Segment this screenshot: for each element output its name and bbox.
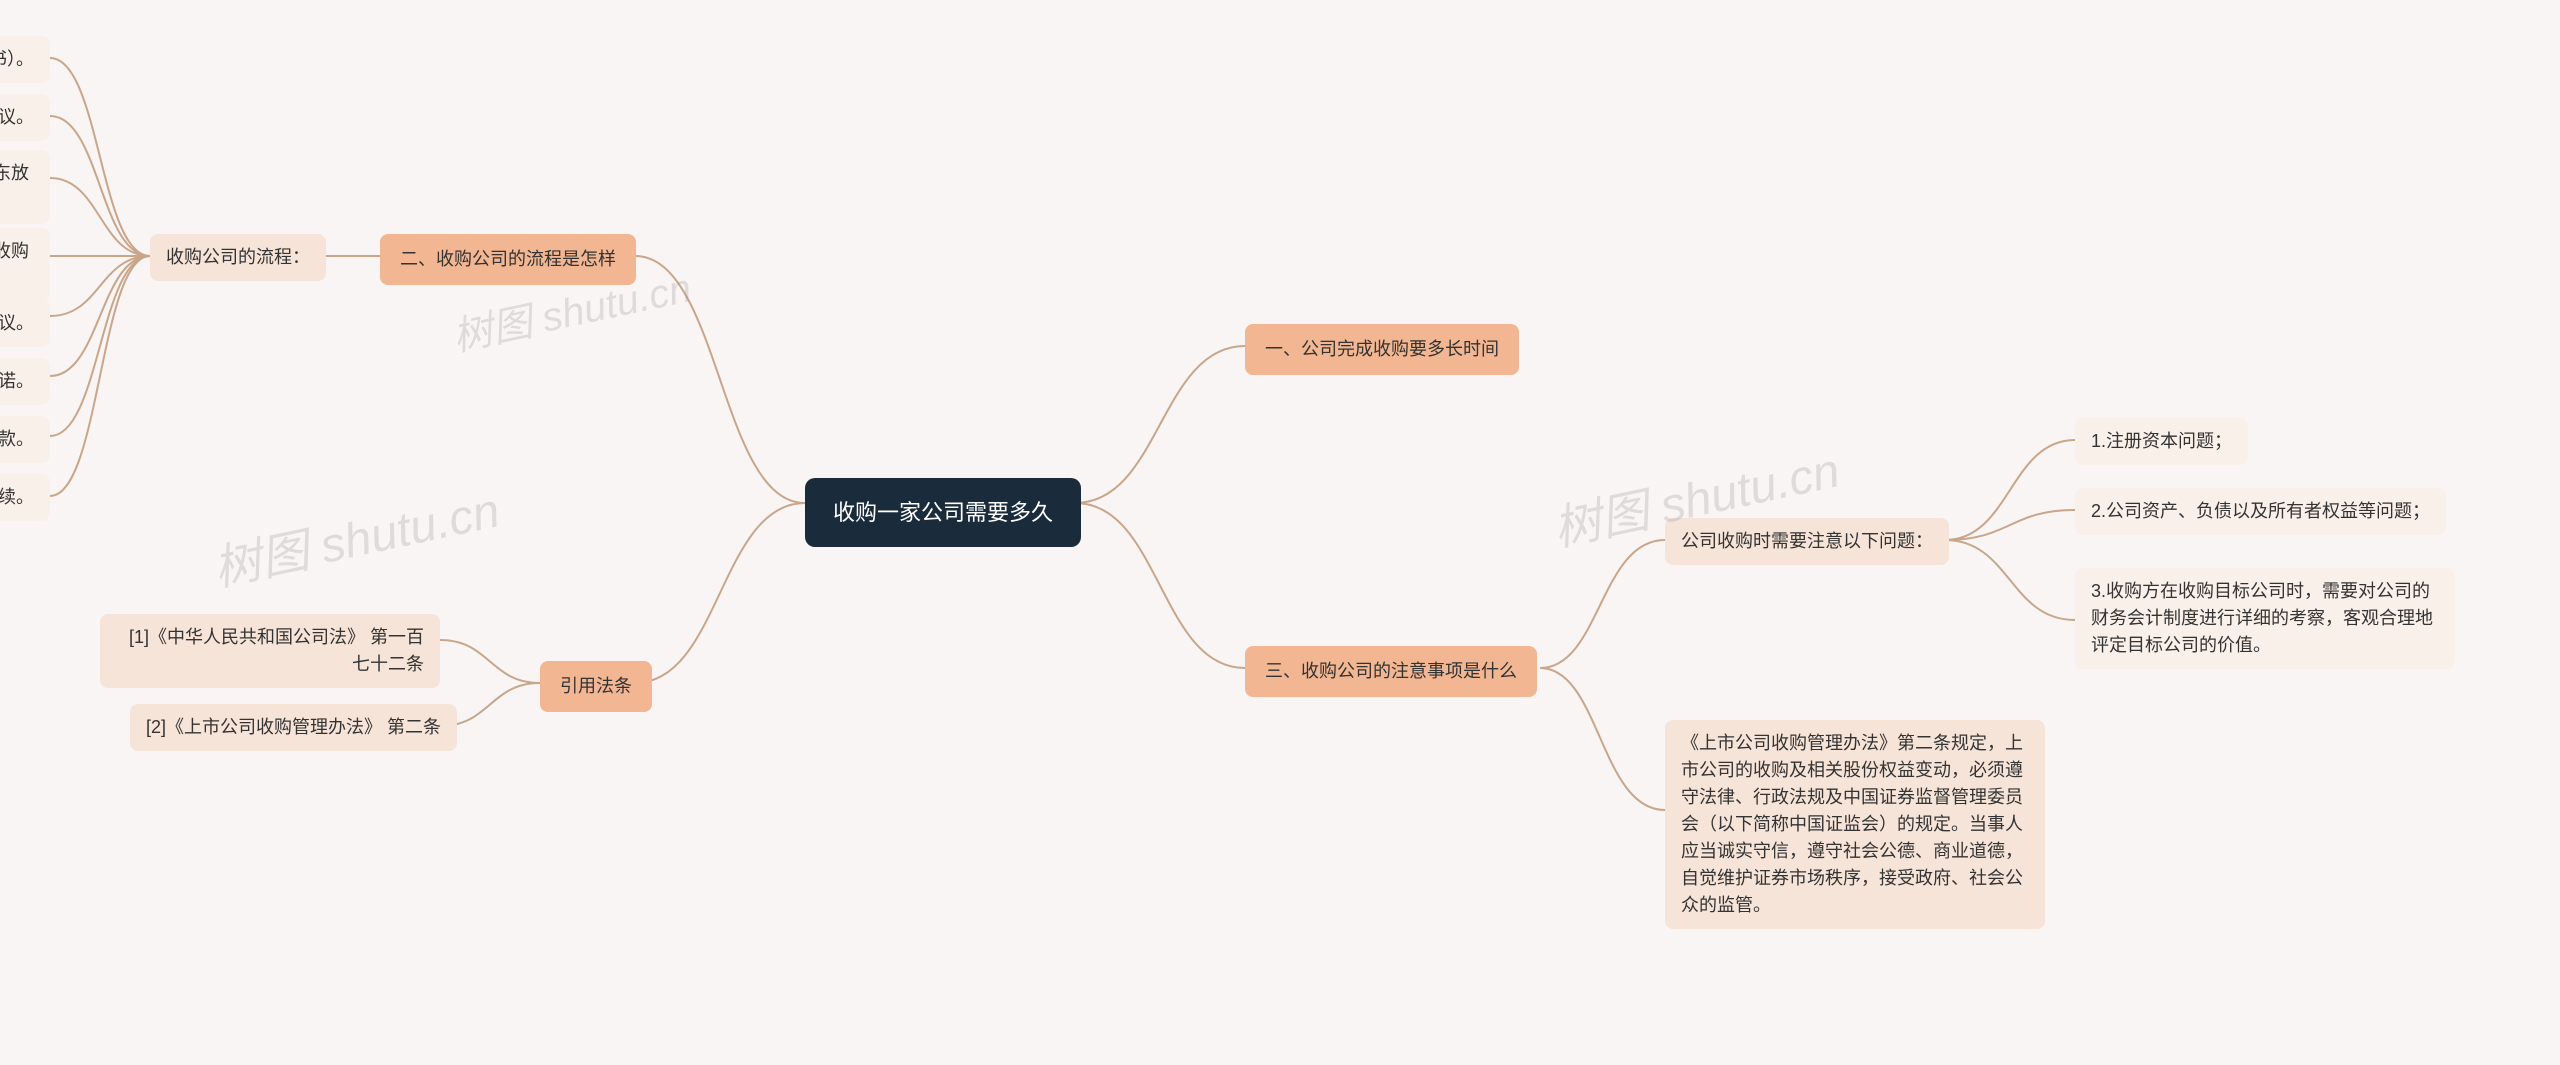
- step-7[interactable]: 7.保密条款。: [0, 416, 50, 463]
- branch-3-item-2[interactable]: 2.公司资产、负债以及所有者权益等问题；: [2075, 488, 2446, 535]
- cite-item-2[interactable]: [2]《上市公司收购管理办法》 第二条: [130, 704, 457, 751]
- step-4[interactable]: 4.对目标公司进行尽职调查，明确收购对象的基本情况。: [0, 228, 50, 302]
- branch-2-sub[interactable]: 收购公司的流程：: [150, 234, 326, 281]
- branch-3-sub[interactable]: 公司收购时需要注意以下问题：: [1665, 518, 1949, 565]
- step-2[interactable]: 2.收购方作出收购决议。: [0, 94, 50, 141]
- branch-1[interactable]: 一、公司完成收购要多长时间: [1245, 324, 1519, 375]
- step-3[interactable]: 3.目标公司召开股东大会，其他股东放弃优先购买权。: [0, 150, 50, 224]
- step-6[interactable]: 6.收购前债权债务的安排和承诺。: [0, 358, 50, 405]
- root-node[interactable]: 收购一家公司需要多久: [805, 478, 1081, 547]
- step-8[interactable]: 8.违约责任、争议解决、办理后续变更手续。: [0, 474, 50, 521]
- cite-item-1[interactable]: [1]《中华人民共和国公司法》 第一百七十二条: [100, 614, 440, 688]
- branch-3[interactable]: 三、收购公司的注意事项是什么: [1245, 646, 1537, 697]
- branch-3-item-3[interactable]: 3.收购方在收购目标公司时，需要对公司的财务会计制度进行详细的考察，客观合理地评…: [2075, 568, 2455, 669]
- branch-3-law[interactable]: 《上市公司收购管理办法》第二条规定，上市公司的收购及相关股份权益变动，必须遵守法…: [1665, 720, 2045, 929]
- branch-3-item-1[interactable]: 1.注册资本问题；: [2075, 418, 2248, 465]
- step-1[interactable]: 1.收购意向的确定（签署收购意向书）。: [0, 36, 50, 83]
- step-5[interactable]: 5.签订收购协议。: [0, 300, 50, 347]
- branch-cite[interactable]: 引用法条: [540, 661, 652, 712]
- branch-2[interactable]: 二、收购公司的流程是怎样: [380, 234, 636, 285]
- watermark-left: 树图 shutu.cn: [206, 471, 505, 600]
